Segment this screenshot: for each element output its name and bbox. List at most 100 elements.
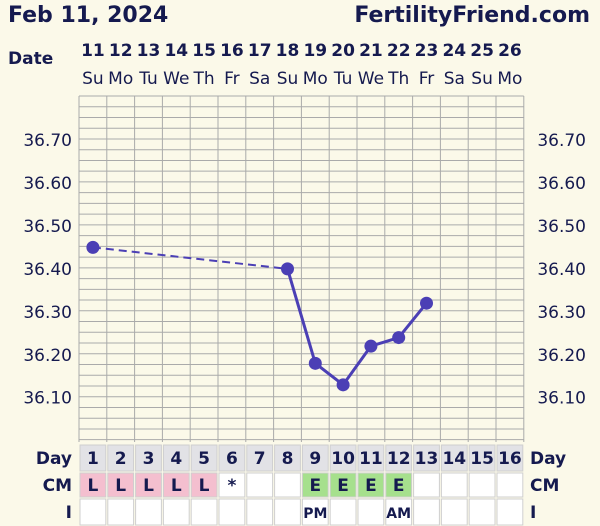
i-cell — [107, 498, 135, 526]
weekday-tick: Sa — [249, 69, 270, 89]
series-gap-line — [92, 246, 288, 270]
i-cell — [301, 498, 329, 526]
date-tick: 18 — [276, 41, 300, 61]
cm-cell — [301, 472, 329, 498]
day-cell-label: 8 — [282, 449, 294, 469]
temperature-series — [86, 240, 433, 392]
temperature-point — [86, 240, 100, 254]
cm-cell-label: L — [87, 476, 98, 496]
y-tick-left: 36.70 — [23, 131, 72, 151]
weekday-tick: Su — [82, 69, 104, 89]
weekday-tick: Tu — [138, 69, 158, 89]
i-cell — [246, 498, 274, 526]
date-tick: 20 — [331, 41, 355, 61]
cm-cell-label: E — [309, 476, 321, 496]
i-cell — [440, 498, 468, 526]
day-row-label-right: Day — [530, 449, 566, 469]
day-row-label: Day — [36, 449, 72, 469]
day-cell — [135, 444, 162, 472]
i-cell — [79, 498, 107, 526]
day-cell-label: 7 — [254, 449, 266, 469]
day-cell — [79, 444, 107, 472]
weekday-tick: Su — [277, 69, 299, 89]
i-row-label-right: I — [530, 503, 536, 523]
date-tick: 25 — [470, 41, 494, 61]
date-tick: 24 — [442, 41, 466, 61]
day-cell — [496, 444, 524, 472]
cm-cell — [162, 472, 190, 498]
y-tick-left: 36.10 — [23, 389, 72, 409]
i-cell — [135, 498, 162, 526]
day-cell-label: 2 — [115, 449, 127, 469]
i-cell — [274, 498, 301, 526]
cm-cell-label: L — [115, 476, 126, 496]
cm-cell-label: E — [365, 476, 377, 496]
date-row-label: Date — [8, 49, 53, 69]
temperature-point — [336, 378, 350, 392]
i-cell — [357, 498, 385, 526]
day-cell — [218, 444, 246, 472]
i-cell — [385, 498, 413, 526]
day-cell-label: 5 — [198, 449, 210, 469]
day-cell — [413, 444, 440, 472]
day-cell-label: 15 — [470, 449, 494, 469]
cm-cell — [496, 472, 524, 498]
y-tick-right: 36.40 — [537, 260, 586, 280]
cm-cell — [274, 472, 301, 498]
date-tick: 15 — [192, 41, 216, 61]
i-cell — [190, 498, 218, 526]
weekday-tick: Th — [193, 69, 215, 89]
date-tick: 21 — [359, 41, 383, 61]
cm-cell-label: L — [143, 476, 154, 496]
series-line — [341, 345, 373, 386]
day-cell-label: 4 — [170, 449, 182, 469]
bottom-rows — [79, 444, 524, 526]
weekday-tick: Fr — [224, 69, 240, 89]
date-tick: 22 — [387, 41, 411, 61]
day-cell — [301, 444, 329, 472]
day-cell-label: 3 — [143, 449, 155, 469]
i-cell-label: PM — [303, 506, 327, 522]
day-cell — [162, 444, 190, 472]
y-tick-right: 36.20 — [537, 346, 586, 366]
day-cell — [440, 444, 468, 472]
cm-cell — [107, 472, 135, 498]
cm-row-label-right: CM — [530, 476, 559, 496]
temperature-point — [420, 296, 433, 310]
series-line — [286, 268, 317, 364]
weekday-tick: We — [358, 69, 384, 89]
i-cell — [329, 498, 357, 526]
day-cell — [329, 444, 357, 472]
cm-cell — [218, 472, 246, 498]
day-cell — [357, 444, 385, 472]
y-tick-right: 36.10 — [537, 389, 586, 409]
temperature-point — [364, 339, 378, 353]
chart-date-title: Feb 11, 2024 — [8, 3, 169, 28]
cm-cell-label: E — [337, 476, 349, 496]
date-tick: 17 — [248, 41, 272, 61]
date-tick: 14 — [164, 41, 188, 61]
day-cell-label: 16 — [498, 449, 522, 469]
day-cell-label: 12 — [387, 449, 411, 469]
weekday-tick: Su — [471, 69, 493, 89]
day-cell-label: 14 — [442, 449, 466, 469]
y-tick-right: 36.60 — [537, 174, 586, 194]
weekday-tick: Sa — [444, 69, 465, 89]
day-cell-label: 11 — [359, 449, 383, 469]
cm-cell — [79, 472, 107, 498]
day-cell-label: 10 — [331, 449, 355, 469]
y-tick-right: 36.70 — [537, 131, 586, 151]
cm-cell — [190, 472, 218, 498]
weekday-tick: Fr — [419, 69, 435, 89]
day-cell-label: 9 — [309, 449, 321, 469]
y-tick-right: 36.30 — [537, 303, 586, 323]
day-cell — [246, 444, 274, 472]
day-cell-label: 6 — [226, 449, 238, 469]
date-tick: 11 — [81, 41, 105, 61]
date-tick: 26 — [498, 41, 522, 61]
cm-cell — [246, 472, 274, 498]
temperature-point — [281, 262, 294, 276]
i-cell — [218, 498, 246, 526]
